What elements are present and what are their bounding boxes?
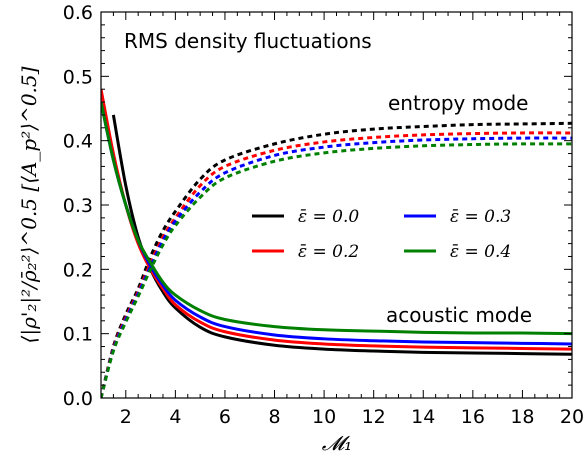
axis-tick-labels: 2 4 6 8 10 12 14 16 18 20 0.0 0.1 0.2 0.3 0.4 0.5 0.6: [63, 2, 584, 428]
x-tick-label: 14: [411, 406, 435, 428]
x-axis-label: 𝓜₁: [322, 431, 352, 455]
x-tick-label: 18: [510, 406, 534, 428]
y-tick-label: 0.1: [63, 324, 93, 346]
y-tick-label: 0.0: [63, 388, 93, 410]
x-tick-label: 10: [312, 406, 336, 428]
annotation-acoustic-mode: acoustic mode: [386, 303, 532, 327]
x-tick-label: 6: [219, 406, 231, 428]
series-3-entropy-line: [101, 142, 572, 398]
series-lines: [101, 88, 572, 398]
axis-ticks: [100, 11, 573, 399]
legend-label-2: ε̄ = 0.3: [450, 207, 511, 227]
x-tick-label: 8: [268, 406, 280, 428]
annotation-entropy-mode: entropy mode: [388, 91, 528, 115]
x-tick-label: 20: [560, 406, 584, 428]
legend-label-3: ε̄ = 0.4: [450, 242, 511, 262]
x-tick-label: 12: [362, 406, 386, 428]
y-tick-label: 0.5: [63, 66, 93, 88]
legend-label-0: ε̄ = 0.0: [298, 207, 359, 227]
y-axis-label: ⟨|ρ'₂|²/ρ̄₂²⟩^0.5 [⟨A_p²⟩^0.5]: [17, 66, 42, 343]
legend-label-1: ε̄ = 0.2: [298, 242, 359, 262]
series-2-entropy-line: [101, 136, 572, 398]
y-tick-label: 0.6: [63, 2, 93, 24]
legend: ε̄ = 0.0 ε̄ = 0.2 ε̄ = 0.3 ε̄ = 0.4: [252, 207, 511, 262]
y-tick-label: 0.4: [63, 131, 93, 153]
chart-title: RMS density fluctuations: [124, 29, 372, 53]
x-tick-label: 2: [120, 406, 132, 428]
x-tick-label: 16: [461, 406, 485, 428]
y-tick-label: 0.3: [63, 195, 93, 217]
series-3-acoustic-line: [101, 101, 572, 336]
x-tick-label: 4: [169, 406, 181, 428]
plot-frame: [100, 11, 573, 399]
y-tick-label: 0.2: [63, 259, 93, 281]
